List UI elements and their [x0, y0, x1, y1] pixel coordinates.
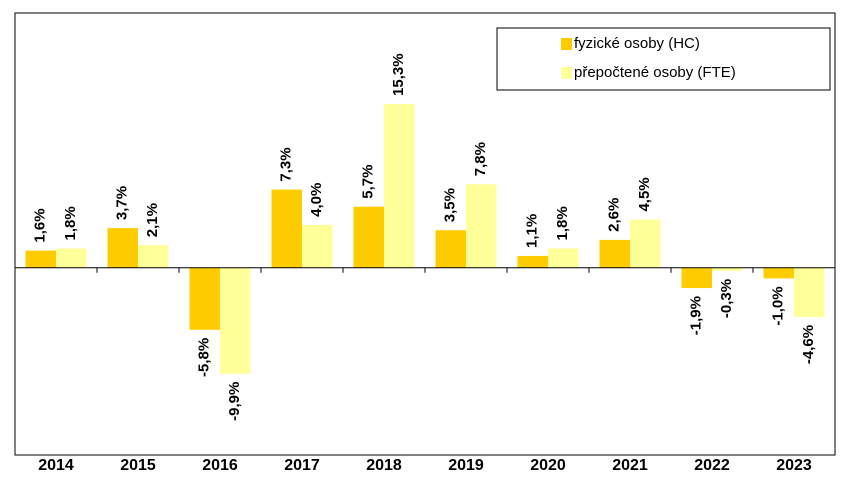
x-tick-label: 2020: [530, 457, 566, 474]
legend-swatch: [561, 67, 572, 79]
data-label: 3,5%: [442, 188, 459, 222]
legend-box: [496, 27, 831, 91]
bar: [189, 267, 220, 330]
bar: [384, 103, 415, 268]
data-label: 1,1%: [524, 214, 541, 248]
bar: [107, 228, 138, 268]
data-label: 15,3%: [390, 53, 407, 96]
bar: [220, 267, 251, 374]
legend-label: fyzické osoby (HC): [574, 35, 700, 52]
bar: [548, 248, 579, 268]
bar: [25, 250, 56, 268]
x-tick-label: 2018: [366, 457, 402, 474]
bar: [681, 267, 712, 289]
bar: [763, 267, 794, 279]
bar: [435, 230, 466, 268]
bar: [517, 255, 548, 268]
data-label: 2,1%: [144, 203, 161, 237]
data-label: -1,0%: [770, 286, 787, 325]
x-tick-label: 2014: [38, 457, 74, 474]
bar: [712, 267, 743, 271]
bar: [271, 189, 302, 268]
data-label: 5,7%: [360, 165, 377, 199]
data-label: -9,9%: [226, 382, 243, 421]
plot-frame: [14, 12, 836, 456]
bar: [56, 248, 87, 268]
data-label: 4,0%: [308, 183, 325, 217]
data-label: 1,6%: [32, 208, 49, 242]
bar: [302, 224, 333, 268]
x-tick-label: 2023: [776, 457, 812, 474]
x-tick-label: 2022: [694, 457, 730, 474]
bar: [794, 267, 825, 317]
legend-label: přepočtené osoby (FTE): [574, 64, 736, 81]
data-label: -0,3%: [718, 279, 735, 318]
x-tick-label: 2021: [612, 457, 648, 474]
legend-swatch: [561, 38, 572, 50]
bar: [138, 245, 169, 268]
data-label: 1,8%: [62, 206, 79, 240]
bar: [353, 206, 384, 268]
data-label: 3,7%: [114, 186, 131, 220]
bar: [466, 184, 497, 268]
x-tick-label: 2016: [202, 457, 238, 474]
data-label: -1,9%: [688, 296, 705, 335]
data-label: -4,6%: [800, 325, 817, 364]
data-label: 4,5%: [636, 177, 653, 211]
x-tick-label: 2017: [284, 457, 320, 474]
x-tick-label: 2015: [120, 457, 156, 474]
x-tick-label: 2019: [448, 457, 484, 474]
data-label: -5,8%: [196, 338, 213, 377]
data-label: 2,6%: [606, 198, 623, 232]
bar: [599, 239, 630, 268]
data-label: 1,8%: [554, 206, 571, 240]
data-label: 7,3%: [278, 147, 295, 181]
data-label: 7,8%: [472, 142, 489, 176]
bar: [630, 219, 661, 268]
